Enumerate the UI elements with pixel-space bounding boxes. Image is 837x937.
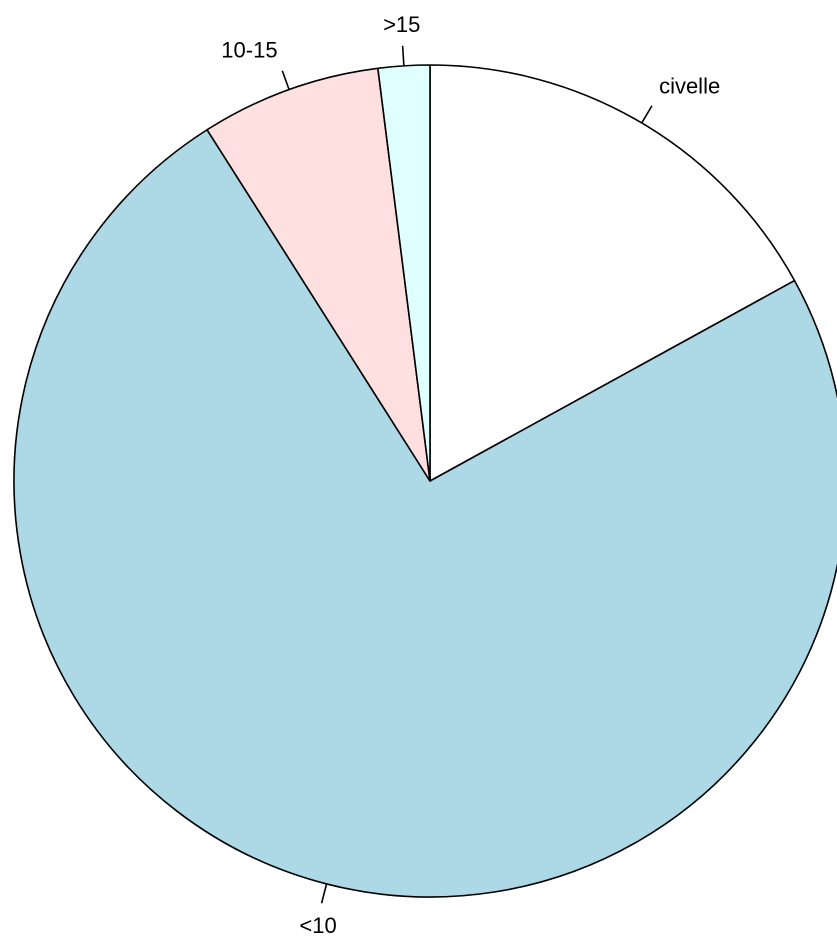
pie-tick-gt15	[401, 45, 405, 66]
pie-slice-gt15	[377, 64, 431, 482]
pie-label-lt10: <10	[299, 913, 336, 937]
pie-labels: civelle <10 10-15 >15	[221, 12, 720, 937]
pie-tick-civelle	[641, 105, 653, 124]
pie-label-10-15: 10-15	[221, 38, 277, 63]
pie-slice-civelle	[429, 64, 796, 482]
pie-label-civelle: civelle	[659, 74, 720, 99]
pie-label-ticks	[281, 45, 653, 904]
pie-tick-lt10	[320, 883, 328, 904]
pie-label-gt15: >15	[383, 12, 420, 37]
pie-tick-10-15	[281, 70, 290, 90]
pie-slice-10-15	[206, 67, 431, 482]
pie-slices	[13, 64, 837, 898]
